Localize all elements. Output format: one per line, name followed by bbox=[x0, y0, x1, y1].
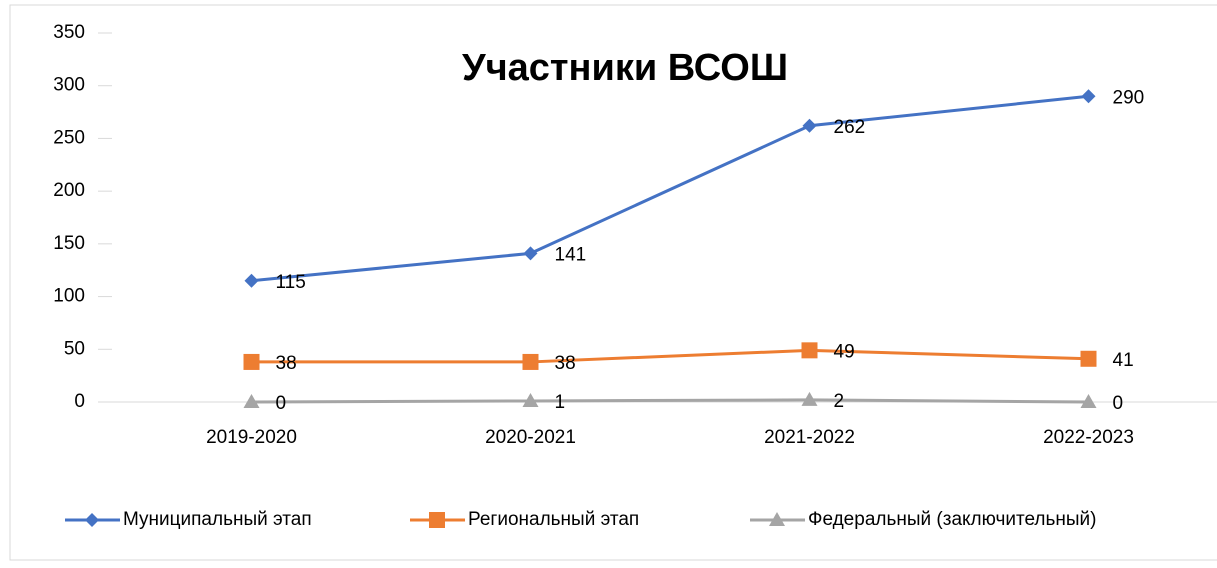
chart-frame bbox=[9, 4, 1217, 561]
data-label: 38 bbox=[555, 353, 576, 374]
y-tick-label: 350 bbox=[53, 22, 85, 43]
marker bbox=[243, 353, 260, 370]
y-tick-label: 250 bbox=[53, 127, 85, 148]
y-tick-label: 300 bbox=[53, 75, 85, 96]
marker bbox=[802, 118, 817, 133]
x-tick-label: 2019-2020 bbox=[206, 427, 297, 448]
x-tick-label: 2022-2023 bbox=[1043, 427, 1134, 448]
y-tick-label: 150 bbox=[53, 233, 85, 254]
marker bbox=[769, 512, 785, 526]
chart-title: Участники ВСОШ bbox=[462, 47, 788, 89]
data-label: 290 bbox=[1113, 87, 1145, 108]
marker bbox=[243, 394, 260, 408]
legend-label: Федеральный (заключительный) bbox=[808, 509, 1096, 530]
data-label: 0 bbox=[276, 393, 287, 414]
series-line bbox=[251, 348, 1089, 364]
y-tick-label: 100 bbox=[53, 286, 85, 307]
marker bbox=[85, 513, 99, 527]
marker bbox=[429, 512, 445, 528]
y-tick-label: 50 bbox=[64, 338, 85, 359]
data-label: 41 bbox=[1113, 350, 1134, 371]
marker bbox=[1080, 350, 1097, 367]
marker bbox=[522, 392, 539, 407]
data-label: 262 bbox=[834, 117, 866, 138]
y-tick-label: 0 bbox=[74, 391, 85, 412]
marker bbox=[801, 342, 818, 359]
data-label: 2 bbox=[834, 391, 845, 412]
data-label: 38 bbox=[276, 353, 297, 374]
data-label: 1 bbox=[555, 392, 566, 413]
marker bbox=[1081, 89, 1096, 104]
series-line bbox=[251, 94, 1089, 283]
marker bbox=[522, 353, 539, 370]
marker bbox=[1080, 394, 1097, 408]
marker bbox=[244, 273, 259, 288]
marker bbox=[801, 391, 818, 406]
data-label: 0 bbox=[1113, 393, 1124, 414]
x-tick-label: 2021-2022 bbox=[764, 427, 855, 448]
legend-label: Региональный этап bbox=[468, 509, 639, 530]
y-tick-label: 200 bbox=[53, 180, 85, 201]
data-label: 49 bbox=[834, 341, 855, 362]
marker bbox=[523, 246, 538, 261]
data-label: 141 bbox=[555, 244, 587, 265]
x-tick-label: 2020-2021 bbox=[485, 427, 576, 448]
data-label: 115 bbox=[276, 272, 306, 293]
legend-label: Муниципальный этап bbox=[123, 509, 312, 530]
series-line bbox=[251, 398, 1089, 404]
